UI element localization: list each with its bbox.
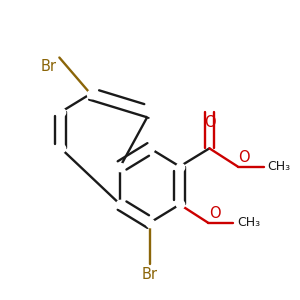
Text: Br: Br [142, 267, 158, 282]
Text: O: O [238, 150, 250, 165]
Text: Br: Br [40, 59, 56, 74]
Text: CH₃: CH₃ [237, 216, 260, 229]
Text: CH₃: CH₃ [267, 160, 290, 173]
Text: O: O [209, 206, 221, 221]
Text: O: O [204, 115, 215, 130]
